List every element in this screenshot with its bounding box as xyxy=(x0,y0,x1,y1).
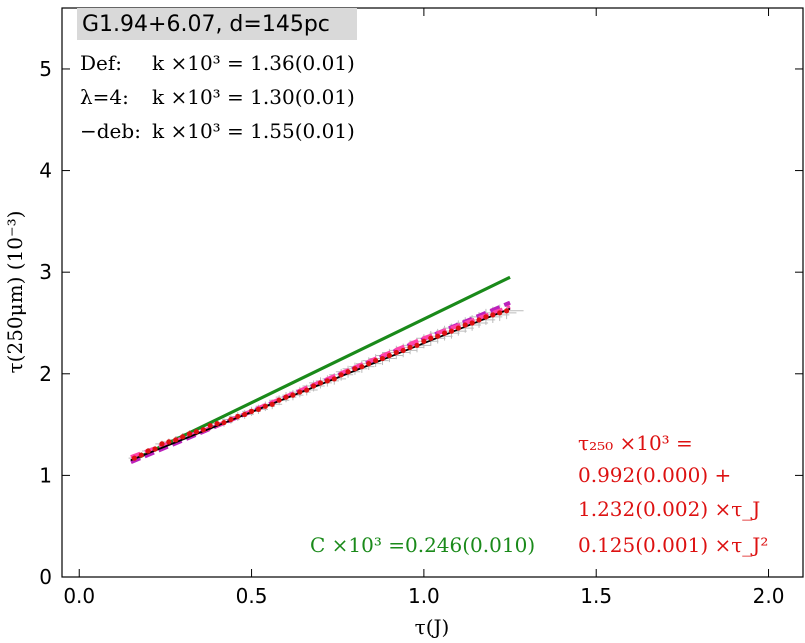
data-point xyxy=(373,357,379,364)
poly-line-4: 0.125(0.001) ×τ_J² xyxy=(578,533,768,557)
x-axis-label: τ(J) xyxy=(415,615,450,639)
data-point xyxy=(269,401,275,407)
data-point xyxy=(283,394,289,400)
data-point xyxy=(145,448,151,454)
y-axis-label: τ(250μm) (10⁻³) xyxy=(3,211,27,374)
fit-label-deb-text: k ×10³ = 1.55(0.01) xyxy=(152,119,355,143)
data-point xyxy=(497,310,503,316)
poly-line-1: τ₂₅₀ ×10³ = xyxy=(578,431,693,455)
data-point xyxy=(166,439,172,445)
y-tick-label: 0 xyxy=(39,565,52,589)
title-box-bg xyxy=(77,8,357,40)
data-point xyxy=(469,320,475,326)
x-tick-label: 2.0 xyxy=(753,584,785,608)
data-point xyxy=(290,392,296,398)
data-point xyxy=(435,333,441,339)
data-point xyxy=(304,387,310,393)
data-point xyxy=(331,376,337,382)
c-annotation: C ×10³ =0.246(0.010) xyxy=(310,533,535,557)
data-point xyxy=(483,314,489,320)
data-point xyxy=(297,389,303,395)
data-point xyxy=(414,342,420,348)
data-point xyxy=(400,347,406,354)
y-tick-label: 2 xyxy=(39,362,52,386)
data-point xyxy=(317,380,324,386)
data-point xyxy=(262,403,268,409)
data-point xyxy=(393,349,399,356)
data-point xyxy=(310,383,317,389)
data-point xyxy=(180,434,186,440)
fit-label-lambda-text: k ×10³ = 1.30(0.01) xyxy=(152,85,355,109)
data-point xyxy=(462,322,468,328)
data-point xyxy=(379,355,386,362)
data-point xyxy=(345,369,351,375)
data-point xyxy=(193,429,200,435)
y-tick-label: 4 xyxy=(39,159,52,183)
data-point xyxy=(448,328,455,334)
title-box: G1.94+6.07, d=145pc xyxy=(82,12,330,37)
fit-label-def-text: k ×10³ = 1.36(0.01) xyxy=(152,51,355,75)
fit-label-lambda-case: λ=4: xyxy=(80,85,129,109)
x-tick-label: 1.0 xyxy=(408,584,440,608)
x-tick-label: 0.5 xyxy=(236,584,268,608)
plot-area xyxy=(128,275,524,465)
data-point xyxy=(338,372,344,378)
data-point xyxy=(200,427,206,433)
data-points xyxy=(131,308,510,461)
y-tick-label: 5 xyxy=(39,57,52,81)
data-point xyxy=(159,441,165,447)
data-point xyxy=(504,308,510,314)
fit-label-deb: −deb: k ×10³ = 1.55(0.01) xyxy=(80,119,355,143)
data-point xyxy=(255,406,262,412)
x-tick-label: 0.0 xyxy=(63,584,95,608)
fit-label-lambda: λ=4: k ×10³ = 1.30(0.01) xyxy=(80,85,355,109)
fit-label-def: Def: k ×10³ = 1.36(0.01) xyxy=(80,51,355,75)
x-ticks: 0.0 0.5 1.0 1.5 2.0 xyxy=(63,8,784,608)
data-point xyxy=(248,408,255,414)
data-point xyxy=(214,420,220,427)
data-point xyxy=(276,397,282,403)
data-point xyxy=(441,330,448,336)
data-point xyxy=(186,431,193,437)
data-point xyxy=(152,446,158,452)
data-point xyxy=(386,352,393,359)
y-ticks: 0 1 2 3 4 5 xyxy=(39,57,803,589)
data-point xyxy=(421,338,427,344)
poly-line-2: 0.992(0.000) + xyxy=(578,463,731,487)
data-point xyxy=(359,364,365,370)
data-point xyxy=(352,366,358,372)
data-point xyxy=(228,416,234,423)
data-point xyxy=(455,325,461,331)
data-point xyxy=(173,437,179,443)
y-tick-label: 1 xyxy=(39,463,52,487)
fit-label-deb-case: −deb: xyxy=(80,119,141,143)
fit-label-def-case: Def: xyxy=(80,51,122,75)
poly-line-3: 1.232(0.002) ×τ_J xyxy=(578,497,760,521)
data-point xyxy=(476,317,482,323)
y-tick-label: 3 xyxy=(39,260,52,284)
data-point xyxy=(407,344,413,350)
data-point xyxy=(207,423,213,429)
data-point xyxy=(242,411,248,418)
plot-frame xyxy=(61,7,804,578)
data-point xyxy=(428,335,434,341)
data-point xyxy=(366,361,372,367)
data-point xyxy=(138,452,144,458)
data-point xyxy=(221,419,227,426)
x-tick-label: 1.5 xyxy=(580,584,612,608)
data-point xyxy=(235,413,241,420)
data-point xyxy=(324,378,330,384)
data-point xyxy=(131,455,137,461)
data-point xyxy=(490,312,496,318)
